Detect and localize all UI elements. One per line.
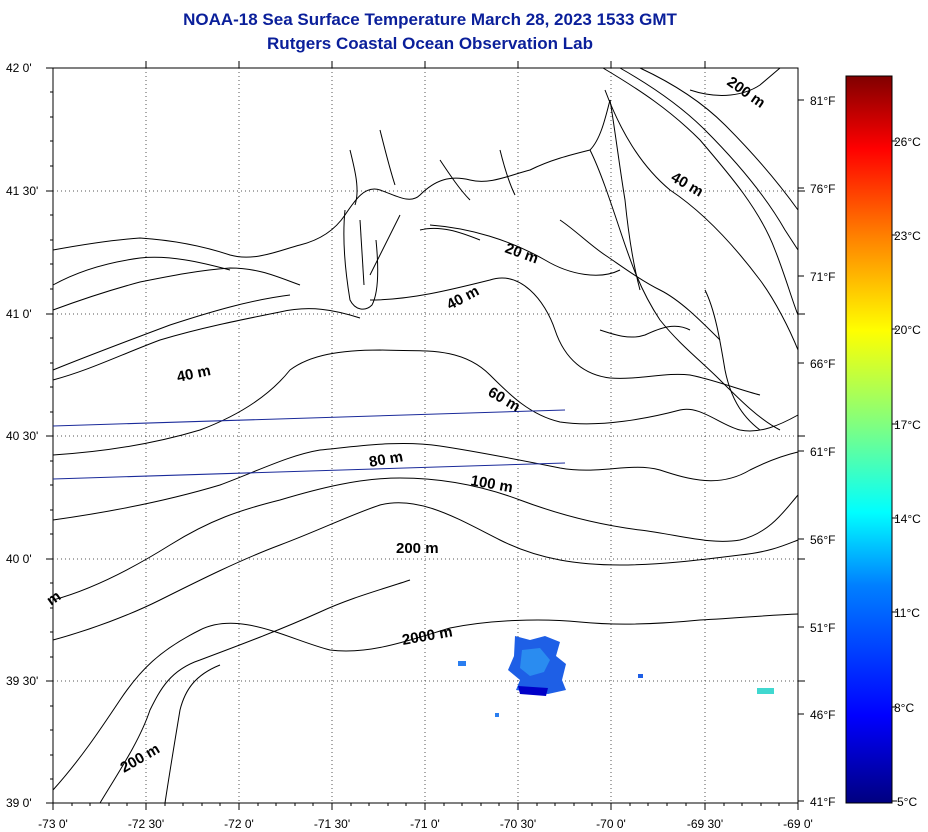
temp-c-label: 23°C [894,229,921,243]
lon-label: -73 0' [38,817,68,831]
lon-label: -69 30' [687,817,723,831]
lon-label: -72 30' [128,817,164,831]
lon-label: -72 0' [224,817,254,831]
temp-c-label: 26°C [894,135,921,149]
map-title: NOAA-18 Sea Surface Temperature March 28… [183,10,677,29]
temp-c-label: 5°C [897,795,917,809]
temp-c-label: 17°C [894,418,921,432]
contour-80m [52,442,799,521]
contour-label: 40 m [175,362,212,386]
temp-f-label: 66°F [810,357,835,371]
temp-c-label: 8°C [894,701,914,715]
contour-40m-capecod [604,89,799,351]
temperature-colorbar [845,75,893,804]
axis-ticks [46,61,805,810]
colorbar-fahrenheit-labels: 81°F 76°F 71°F 66°F 61°F 56°F 51°F 46°F … [798,94,835,809]
temp-f-label: 56°F [810,533,835,547]
temp-f-label: 71°F [810,270,835,284]
temp-f-label: 51°F [810,621,835,635]
lat-label: 39 30' [6,674,38,688]
map-subtitle: Rutgers Coastal Ocean Observation Lab [267,34,593,53]
lat-label: 40 30' [6,429,38,443]
contour-label: 200 m [396,540,439,557]
lat-label: 41 0' [6,307,32,321]
temp-c-label: 14°C [894,512,921,526]
contour-60m [52,349,799,456]
graticule [53,68,798,803]
contour-2000m [52,613,799,791]
temp-c-label: 20°C [894,323,921,337]
temp-f-label: 81°F [810,94,835,108]
lon-label: -69 0' [783,817,813,831]
new-england-coast [52,99,611,258]
lat-label: 42 0' [6,61,32,75]
sst-patch-small [458,661,466,666]
bathymetry-contours [52,67,799,804]
sst-data-patches [458,636,774,717]
sst-patch-east [757,688,774,694]
coastline [52,99,781,431]
colorbar-celsius-labels: 26°C 23°C 20°C 17°C 14°C 11°C 8°C 5°C [892,135,921,809]
lon-label: -71 0' [410,817,440,831]
lon-label: -70 30' [500,817,536,831]
axis-minor-ticks [50,91,780,806]
contour-label: 80 m [368,448,405,471]
temp-f-label: 76°F [810,182,835,196]
latitude-labels: 42 0' 41 30' 41 0' 40 30' 40 0' 39 30' 3… [6,61,38,810]
temp-c-label: 11°C [894,606,920,620]
satellite-track-lines [52,409,566,480]
lat-label: 40 0' [6,552,32,566]
longitude-labels: -73 0' -72 30' -72 0' -71 30' -71 0' -70… [38,817,813,831]
temp-f-label: 46°F [810,708,835,722]
temp-f-label: 61°F [810,445,835,459]
lon-label: -71 30' [314,817,350,831]
lon-label: -70 0' [596,817,626,831]
lat-label: 39 0' [6,796,32,810]
contour-200m-shelfbreak [52,502,799,641]
temp-f-label: 41°F [810,795,835,809]
contour-100m [52,477,799,601]
lat-label: 41 30' [6,184,38,198]
contour-200m-north [602,67,799,316]
